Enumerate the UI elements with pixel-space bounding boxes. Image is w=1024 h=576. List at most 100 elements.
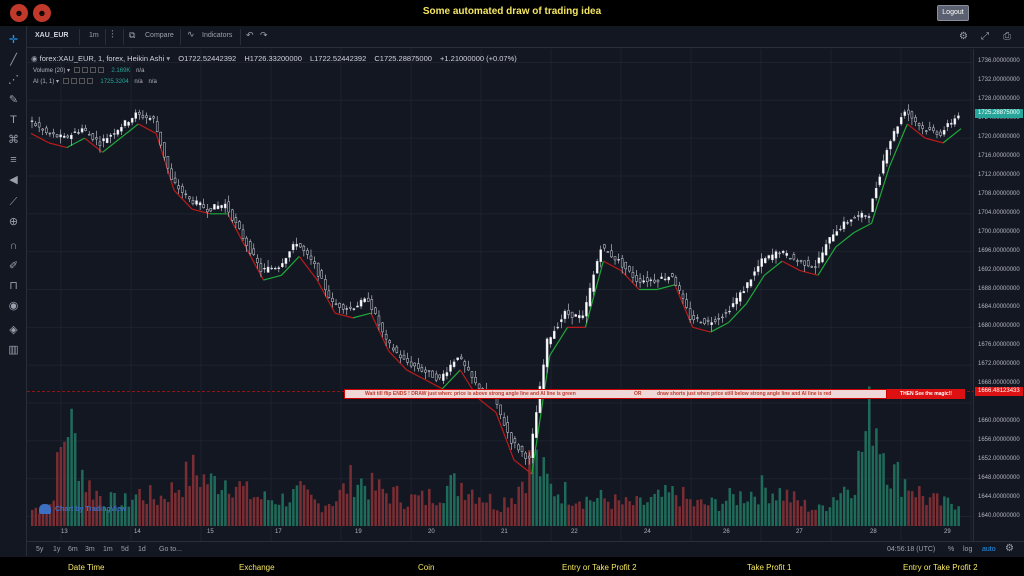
candle-body [420, 367, 424, 372]
logout-button[interactable]: Logout [937, 5, 969, 21]
camera-icon[interactable]: ⎙ [1003, 31, 1011, 42]
volume-bar [445, 485, 449, 526]
range-3m[interactable]: 3m [85, 546, 95, 553]
volume-bar [88, 480, 91, 526]
candle-body [277, 267, 281, 270]
legend-dropdown-icon[interactable]: ▾ [164, 54, 171, 63]
ai-more-button[interactable] [86, 78, 93, 85]
redo-icon[interactable]: ↷ [260, 30, 268, 40]
range-6m[interactable]: 6m [68, 546, 78, 553]
crosshair-icon[interactable]: ✛ [8, 34, 19, 46]
log-toggle[interactable]: log [963, 546, 973, 553]
volume-bar [31, 509, 34, 526]
volume-bar [689, 499, 692, 526]
range-1m[interactable]: 1m [103, 546, 113, 553]
price-tick: 1684.00000000 [978, 304, 1020, 311]
fullscreen-icon[interactable]: ⤢ [981, 31, 989, 42]
volume-eye-button[interactable] [73, 67, 80, 74]
volume-bar [77, 480, 80, 526]
volume-bar [252, 497, 256, 526]
interval-selector[interactable]: 1m [89, 32, 99, 39]
price-tick: 1672.00000000 [978, 361, 1020, 368]
volume-bar [213, 476, 216, 526]
bottom-settings-icon[interactable]: ⚙ [1005, 543, 1014, 554]
chart-type-icon[interactable]: ⫶ [111, 29, 114, 41]
legend-collapse-icon[interactable]: ◉ [31, 54, 38, 63]
volume-close-button[interactable] [89, 67, 96, 74]
symbol-search[interactable]: XAU_EUR [35, 32, 69, 39]
auto-toggle[interactable]: auto [982, 546, 996, 553]
settings-icon[interactable]: ⚙ [959, 31, 968, 42]
ai-close-button[interactable] [78, 78, 85, 85]
volume-bar [868, 386, 871, 526]
candle-body [406, 358, 409, 363]
range-5d[interactable]: 5d [121, 546, 129, 553]
ai-label[interactable]: AI (1, 1) [33, 79, 55, 85]
back-arrow-icon[interactable]: ◀ [9, 174, 18, 186]
text-icon[interactable]: T [10, 114, 17, 126]
price-axis[interactable]: 1736.00000000 1732.00000000 1728.00000000 1… [973, 49, 1024, 541]
volume-bar [152, 499, 156, 526]
pitchfork-icon[interactable]: ⋰ [8, 74, 19, 86]
candle-body [256, 257, 259, 264]
compare-icon[interactable]: ⧉ [129, 30, 136, 40]
candle-body [291, 244, 295, 250]
candle-body [620, 258, 624, 268]
time-axis[interactable]: 13 14 15 17 19 20 21 22 24 26 27 28 29 [27, 526, 973, 541]
volume-bar [771, 493, 774, 526]
ai-line-segment [155, 133, 175, 191]
tradingview-watermark[interactable]: Chart by TradingView [39, 504, 126, 514]
ai-eye-button[interactable] [62, 78, 69, 85]
goto-button[interactable]: Go to... [159, 546, 182, 553]
trend-line-icon[interactable]: ╱ [10, 54, 17, 66]
candle-body [814, 266, 817, 268]
candle-body [173, 177, 177, 184]
indicators-button[interactable]: Indicators [202, 32, 233, 39]
indicators-icon[interactable]: ∿ [187, 29, 195, 39]
utc-clock[interactable]: 04:56:18 (UTC) [887, 546, 936, 553]
volume-bar [102, 506, 106, 526]
eye-icon[interactable]: ◉ [8, 300, 19, 312]
pencil-lock-icon[interactable]: ✐ [8, 260, 19, 272]
price-chart[interactable] [27, 49, 973, 541]
lock-icon[interactable]: ⊓ [9, 280, 18, 292]
compare-button[interactable]: Compare [145, 32, 174, 39]
volume-bar [481, 502, 485, 526]
candle-body [209, 207, 213, 212]
brush-icon[interactable]: ✎ [8, 94, 19, 106]
candle-body [87, 134, 91, 136]
volume-bar [878, 454, 882, 526]
volume-bar [846, 489, 850, 526]
volume-bar [138, 488, 141, 526]
volume-settings-button[interactable] [81, 67, 88, 74]
top-bar: ☻ ☻ Some automated draw of trading idea … [0, 0, 1024, 26]
price-tick: 1728.00000000 [978, 96, 1020, 103]
range-1d[interactable]: 1d [138, 546, 146, 553]
volume-label[interactable]: Volume (20) [33, 68, 66, 74]
candle-body [452, 361, 456, 367]
magnet-icon[interactable]: ∩ [9, 240, 18, 252]
range-1y[interactable]: 1y [53, 546, 61, 553]
range-5y[interactable]: 5y [36, 546, 44, 553]
ai-line-segment [710, 322, 729, 333]
trash-icon[interactable]: ▥ [8, 344, 19, 356]
time-tick: 15 [207, 529, 214, 535]
pattern-icon[interactable]: ⌘ [8, 134, 19, 146]
candle-body [120, 126, 123, 132]
candle-body [896, 126, 899, 134]
layers-icon[interactable]: ◈ [9, 324, 18, 336]
percent-toggle[interactable]: % [948, 546, 955, 553]
ai-settings-button[interactable] [70, 78, 77, 85]
fib-icon[interactable]: ≡ [10, 154, 17, 166]
candle-body [939, 131, 942, 136]
undo-icon[interactable]: ↶ [246, 30, 254, 40]
ai-line-segment [48, 142, 67, 149]
legend-series-name: forex:XAU_EUR, 1, forex, Heikin Ashi [39, 54, 165, 63]
volume-more-button[interactable] [97, 67, 104, 74]
ruler-icon[interactable]: ⟋ [9, 196, 18, 208]
ai-line-segment [906, 123, 926, 139]
chart-pane[interactable] [27, 49, 973, 541]
zoom-icon[interactable]: ⊕ [8, 216, 19, 228]
volume-bar [656, 489, 660, 526]
candle-body [288, 251, 291, 258]
